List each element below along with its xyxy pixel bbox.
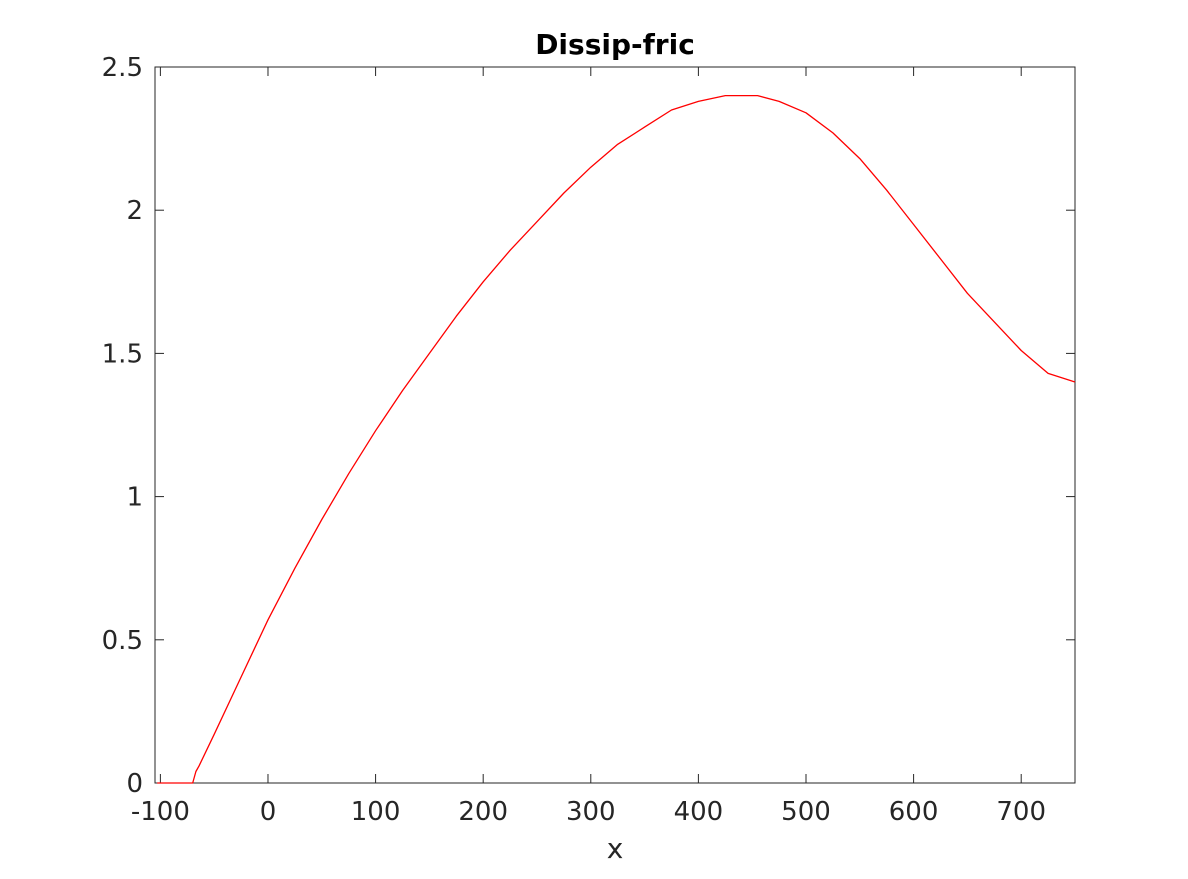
chart-title: Dissip-fric — [535, 28, 695, 61]
x-tick-label: 0 — [260, 797, 277, 827]
y-tick-label: 2.5 — [102, 53, 143, 83]
x-tick-label: 400 — [674, 797, 724, 827]
y-tick-label: 1.5 — [102, 339, 143, 369]
x-tick-label: 600 — [889, 797, 939, 827]
x-axis-title: x — [607, 832, 624, 865]
x-tick-label: 200 — [458, 797, 508, 827]
y-tick-label: 1 — [126, 483, 143, 513]
y-tick-label: 0 — [126, 769, 143, 799]
series-line — [157, 94, 1076, 784]
x-tick-label: 100 — [351, 797, 401, 827]
x-tick-label: -100 — [131, 797, 190, 827]
x-tick-label: 300 — [566, 797, 616, 827]
x-tick-label: 700 — [996, 797, 1046, 827]
y-tick-label: 2 — [126, 196, 143, 226]
x-tick-label: 500 — [781, 797, 831, 827]
axes-box — [154, 66, 1076, 784]
y-tick-label: 0.5 — [102, 626, 143, 656]
